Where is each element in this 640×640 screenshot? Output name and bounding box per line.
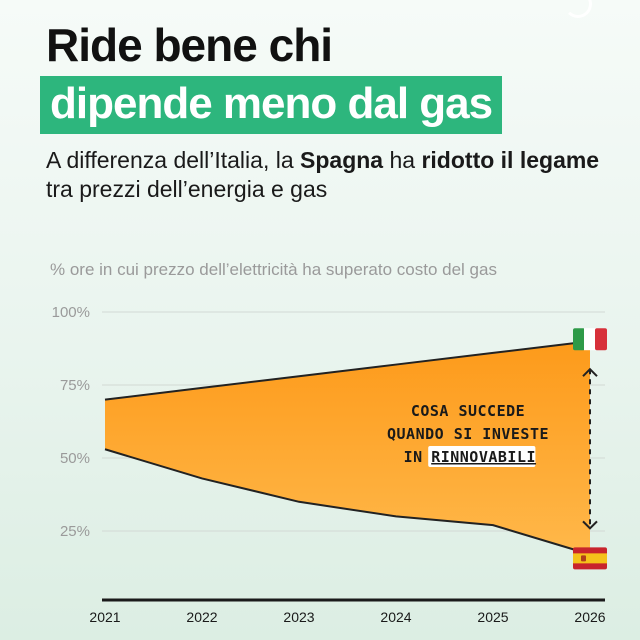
title-highlight-box: dipende meno dal gas [40,76,503,134]
annotation-highlight: RINNOVABILI [431,448,536,466]
x-tick-label: 2026 [574,609,605,625]
subtitle-part: ha [383,147,422,173]
x-tick-label: 2022 [186,609,217,625]
annotation-line: COSA SUCCEDE [411,402,525,420]
annotation-prefix: IN [404,448,423,466]
spain-flag-icon [573,547,607,570]
series-line-italia [104,340,591,401]
arrow-down-icon [582,520,598,530]
subtitle-part: tra prezzi dell’energia e gas [46,176,328,202]
x-tick-label: 2023 [283,609,314,625]
italy-flag-icon [573,328,607,351]
y-tick-label: 100% [52,304,90,321]
page-title-line2: dipende meno dal gas [50,79,493,128]
x-tick-label: 2024 [380,609,411,625]
y-tick-label: 25% [60,523,90,540]
subtitle-part-bold: Spagna [300,147,384,173]
annotation-highlight-box [428,446,536,467]
page-title-line1: Ride bene chi [46,19,333,71]
subtitle-part-bold: ridotto il legame [421,147,600,173]
x-tick-label: 2021 [89,609,120,625]
x-tick-label: 2025 [477,609,508,625]
area-band [105,341,590,555]
subtitle-part: A differenza dell’Italia, la [46,147,301,173]
subtitle: A differenza dell’Italia, la Spagna ha r… [46,146,606,204]
y-tick-label: 50% [60,450,90,467]
series-line-spagna [104,448,591,556]
y-tick-label: 75% [60,377,90,394]
corner-decoration [564,0,592,18]
arrow-up-icon [582,367,598,377]
chart-title: % ore in cui prezzo dell’elettricità ha … [50,260,497,279]
annotation-line: QUANDO SI INVESTE [387,425,549,443]
